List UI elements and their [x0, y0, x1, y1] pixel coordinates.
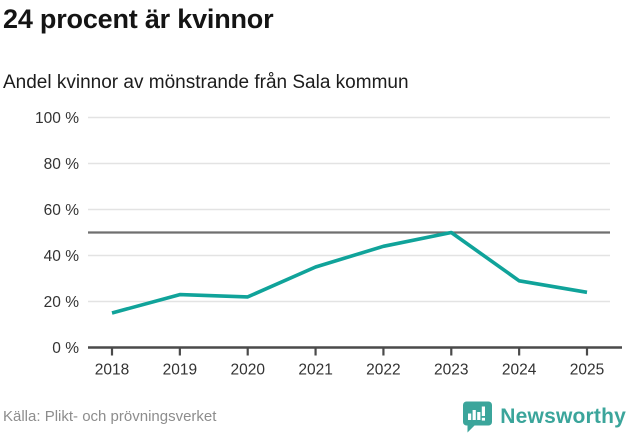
y-tick-label: 60 % — [44, 202, 80, 219]
x-tick-label: 2024 — [502, 362, 537, 379]
y-tick-label: 40 % — [44, 248, 80, 265]
chart-subtitle: Andel kvinnor av mönstrande från Sala ko… — [3, 72, 409, 93]
brand-name: Newsworthy — [500, 404, 626, 428]
trend-line — [111, 230, 588, 315]
x-tick-label: 2021 — [298, 362, 332, 379]
x-tick-label: 2020 — [230, 362, 265, 379]
y-tick-label: 20 % — [44, 294, 80, 311]
x-tick-label: 2018 — [95, 362, 129, 379]
bar-chart-glyph — [468, 406, 486, 421]
y-tick-label: 80 % — [44, 156, 80, 173]
x-tick-label: 2025 — [570, 362, 604, 379]
line-chart-svg: 2018 2019 2020 2021 2022 2023 2024 2025 0 % 20 % 4… — [35, 110, 622, 379]
x-tick-label: 2019 — [163, 362, 197, 379]
chart-title: 24 procent är kvinnor — [3, 4, 274, 34]
x-tick-label: 2022 — [366, 362, 400, 379]
y-tick-label: 100 % — [35, 110, 79, 127]
x-tick-label: 2023 — [434, 362, 468, 379]
newsworthy-bubble-icon — [463, 401, 493, 433]
newsworthy-logo: Newsworthy — [462, 400, 626, 433]
source-note: Källa: Plikt- och prövningsverket — [3, 408, 217, 425]
line-chart: 2018 2019 2020 2021 2022 2023 2024 2025 0 % 20 % 4… — [0, 95, 631, 395]
y-tick-label: 0 % — [52, 340, 79, 357]
